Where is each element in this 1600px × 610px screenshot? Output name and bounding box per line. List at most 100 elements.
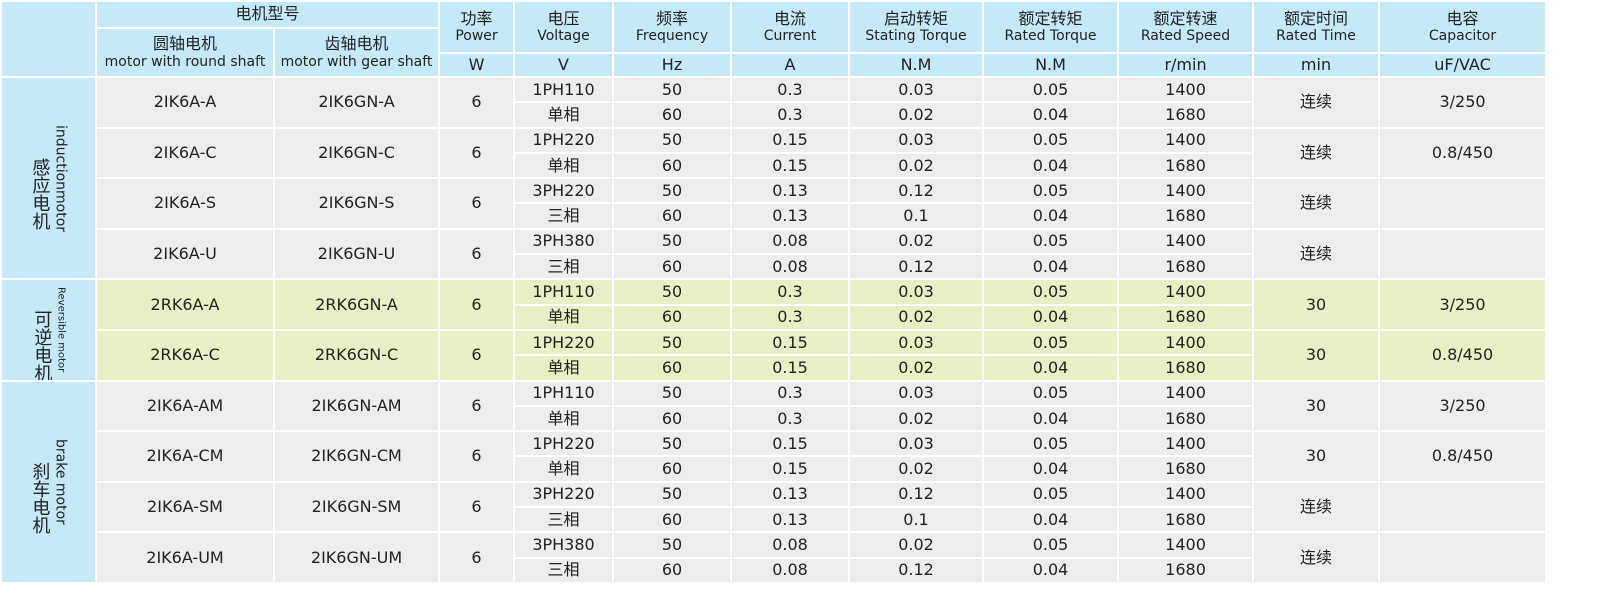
power: 6 xyxy=(438,531,516,584)
label-en: Voltage xyxy=(537,28,590,45)
capacitor: 3/250 xyxy=(1378,76,1548,129)
unit-header: W xyxy=(438,52,516,78)
current: 0.08 xyxy=(730,253,851,281)
label-cn: 刹车电机 xyxy=(29,461,51,534)
unit-header: N.M xyxy=(848,52,985,78)
rated-torque: 0.05 xyxy=(982,480,1120,509)
data-row: 2IK6A-U 2IK6GN-U 6 3PH380 50 0.08 0.02 0.05 1400… xyxy=(1,227,1548,281)
power: 6 xyxy=(438,227,516,281)
frequency: 50 xyxy=(612,328,733,357)
capacitor: 0.8/450 xyxy=(1378,430,1548,483)
gear-shaft-model: 2IK6GN-CM xyxy=(272,430,441,483)
label-en: Rated Speed xyxy=(1140,28,1231,45)
voltage: 3PH380 xyxy=(513,227,615,256)
frequency: 50 xyxy=(612,278,733,306)
data-row: 单相 60 0.3 0.02 0.04 1680 xyxy=(1,304,1546,331)
current: 0.15 xyxy=(730,430,851,458)
current: 0.15 xyxy=(730,126,851,154)
rated-speed: 1400 xyxy=(1117,126,1255,154)
round-shaft-model: 2IK6A-CM xyxy=(95,430,275,483)
gear-shaft-model: 2RK6GN-C xyxy=(272,328,441,382)
voltage: 1PH220 xyxy=(513,126,615,154)
frequency: 50 xyxy=(612,430,733,458)
model-header: 电机型号 xyxy=(94,0,441,29)
spec-table: 电机型号 功率 Power 电压 Voltage 频率 Frequency 电流 Current… xyxy=(0,0,1548,584)
rated-torque: 0.05 xyxy=(982,126,1120,154)
starting-torque: 0.02 xyxy=(848,531,985,559)
rated-time: 30 xyxy=(1252,278,1381,331)
table-header: 电机型号 功率 Power 电压 Voltage 频率 Frequency 电流 Current… xyxy=(0,0,1548,78)
voltage: 三相 xyxy=(513,202,615,230)
power: 6 xyxy=(438,126,516,180)
voltage: 1PH110 xyxy=(513,75,615,104)
rated-speed: 1680 xyxy=(1117,202,1255,230)
gear-shaft-model: 2IK6GN-SM xyxy=(272,480,441,534)
starting-torque: 0.02 xyxy=(848,101,985,129)
rated-speed: 1680 xyxy=(1117,253,1255,281)
current: 0.13 xyxy=(730,177,851,205)
capacitor: 3/250 xyxy=(1378,379,1548,433)
column-header: 电压 Voltage xyxy=(513,0,615,54)
current: 0.3 xyxy=(730,405,851,433)
frequency: 60 xyxy=(612,557,733,584)
gear-shaft-model: 2RK6GN-A xyxy=(272,278,441,331)
column-header: 频率 Frequency xyxy=(612,0,733,54)
data-row: 可逆电机 Reversible motor 2RK6A-A 2RK6GN-A 6 1PH1… xyxy=(0,278,1548,382)
rated-torque: 0.05 xyxy=(982,328,1120,357)
data-row: 2IK6A-C 2IK6GN-C 6 1PH220 50 0.15 0.03 0.05 1400… xyxy=(1,126,1548,180)
label-cn: 电压 xyxy=(547,8,580,28)
rated-torque: 0.05 xyxy=(982,379,1120,407)
rated-torque: 0.05 xyxy=(982,177,1120,205)
model-column-header: 齿轴电机 motor with gear shaft xyxy=(272,27,441,78)
group-label: 感应电机 inductionmotor xyxy=(3,125,94,232)
label-en: Rated Torque xyxy=(1004,28,1097,45)
data-row: 单相 60 0.15 0.02 0.04 1680 xyxy=(1,152,1546,180)
rated-speed: 1400 xyxy=(1117,480,1255,509)
power: 6 xyxy=(438,430,516,483)
data-row: 单相 60 0.15 0.02 0.04 1680 xyxy=(1,455,1546,483)
label-cn: 电容 xyxy=(1446,8,1479,28)
data-row: 2IK6A-S 2IK6GN-S 6 3PH220 50 0.13 0.12 0.05 1400… xyxy=(1,177,1548,230)
round-shaft-model: 2IK6A-A xyxy=(95,76,275,129)
frequency: 50 xyxy=(612,227,733,256)
unit-header: r/min xyxy=(1117,52,1255,78)
column-header: 启动转矩 Stating Torque xyxy=(848,0,985,54)
label-cn: 可逆电机 xyxy=(31,309,53,381)
column-header: 功率 Power xyxy=(438,0,516,54)
label-en: motor with round shaft xyxy=(104,53,266,70)
column-header: 额定转矩 Rated Torque xyxy=(982,0,1120,54)
rated-speed: 1400 xyxy=(1117,531,1255,559)
label-cn: 启动转矩 xyxy=(884,8,949,28)
current: 0.13 xyxy=(730,506,851,534)
rated-speed: 1400 xyxy=(1117,227,1255,256)
power: 6 xyxy=(438,480,516,534)
rated-speed: 1400 xyxy=(1117,278,1255,306)
unit-header: uF/VAC xyxy=(1378,52,1548,78)
data-row: 三相 60 0.08 0.12 0.04 1680 xyxy=(1,557,1546,584)
voltage: 1PH220 xyxy=(513,328,615,357)
starting-torque: 0.02 xyxy=(848,227,985,256)
data-row: 感应电机 inductionmotor 2IK6A-A 2IK6GN-A 6 1PH110… xyxy=(0,75,1548,281)
round-shaft-model: 2IK6A-SM xyxy=(95,480,275,534)
voltage: 单相 xyxy=(513,304,615,331)
rated-time: 连续 xyxy=(1252,177,1381,230)
data-row: 2IK6A-CM 2IK6GN-CM 6 1PH220 50 0.15 0.03 0.05 14… xyxy=(1,430,1548,483)
starting-torque: 0.03 xyxy=(848,328,985,357)
round-shaft-model: 2IK6A-AM xyxy=(95,379,275,433)
gear-shaft-model: 2IK6GN-A xyxy=(272,76,441,129)
gear-shaft-model: 2IK6GN-C xyxy=(272,126,441,180)
round-shaft-model: 2IK6A-U xyxy=(95,227,275,281)
rated-speed: 1680 xyxy=(1117,101,1255,129)
current: 0.3 xyxy=(730,379,851,407)
rated-torque: 0.04 xyxy=(982,253,1120,281)
unit-header: A xyxy=(730,52,851,78)
starting-torque: 0.02 xyxy=(848,405,985,433)
rated-torque: 0.04 xyxy=(982,405,1120,433)
current: 0.15 xyxy=(730,152,851,180)
current: 0.08 xyxy=(730,557,851,584)
gear-shaft-model: 2IK6GN-S xyxy=(272,177,441,230)
starting-torque: 0.03 xyxy=(848,379,985,407)
starting-torque: 0.03 xyxy=(848,126,985,154)
starting-torque: 0.1 xyxy=(848,506,985,534)
